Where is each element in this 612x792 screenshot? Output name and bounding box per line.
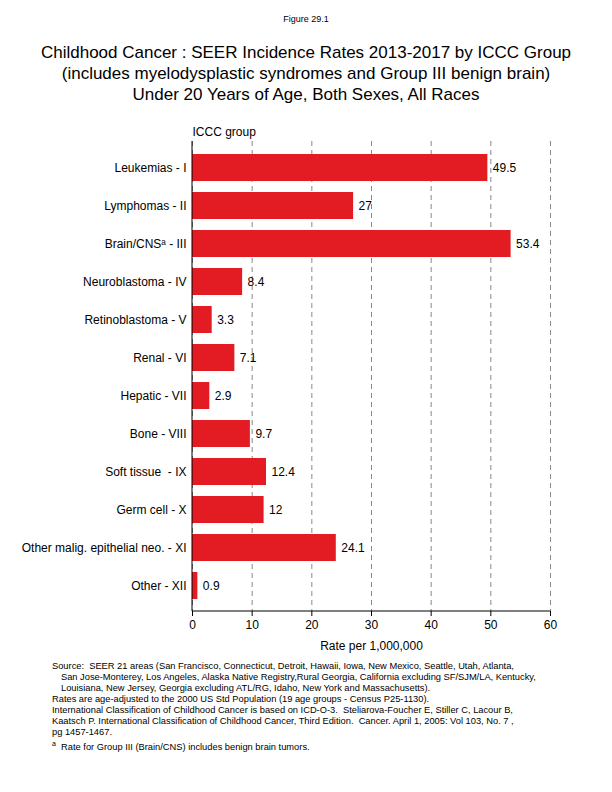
svg-text:12: 12 xyxy=(269,503,283,517)
html-text:Rates are age-adjusted to the: Rates are age-adjusted to the 2000 US St… xyxy=(52,694,430,704)
html-text:Under 20 Years of Age, Both Se: Under 20 Years of Age, Both Sexes, All R… xyxy=(132,85,480,104)
svg-text:30: 30 xyxy=(365,618,379,632)
html-text:Childhood Cancer : SEER Incide: Childhood Cancer : SEER Incidence Rates … xyxy=(40,43,572,62)
html-text:aRate for Group III (Brain/CNS: aRate for Group III (Brain/CNS) includes… xyxy=(52,740,310,753)
svg-text:40: 40 xyxy=(424,618,438,632)
html-text:Louisiana, New Jersey, Georgia: Louisiana, New Jersey, Georgia excluding… xyxy=(61,683,431,693)
svg-text:Lymphomas - II: Lymphomas - II xyxy=(104,199,186,213)
svg-text:20: 20 xyxy=(305,618,319,632)
svg-text:Retinoblastoma - V: Retinoblastoma - V xyxy=(84,313,186,327)
svg-text:24.1: 24.1 xyxy=(341,541,365,555)
svg-text:60: 60 xyxy=(544,618,558,632)
html-text:San Jose-Monterey, Los Angeles: San Jose-Monterey, Los Angeles, Alaska N… xyxy=(61,672,536,682)
svg-text:Soft tissue - IX: Soft tissue - IX xyxy=(105,465,186,479)
svg-text:Neuroblastoma - IV: Neuroblastoma - IV xyxy=(83,275,186,289)
svg-text:2.9: 2.9 xyxy=(215,389,232,403)
svg-text:Rate per 1,000,000: Rate per 1,000,000 xyxy=(320,639,423,653)
html-text:Figure 29.1: Figure 29.1 xyxy=(283,14,329,24)
svg-text:12.4: 12.4 xyxy=(271,465,295,479)
html-text:(includes myelodysplastic synd: (includes myelodysplastic syndromes and … xyxy=(61,64,551,83)
svg-text:Other malig. epithelial neo. -: Other malig. epithelial neo. - XI xyxy=(22,541,187,555)
svg-text:27: 27 xyxy=(359,199,373,213)
svg-text:Leukemias - I: Leukemias - I xyxy=(114,161,186,175)
svg-text:7.1: 7.1 xyxy=(240,351,257,365)
svg-text:Brain/CNSᵃ - III: Brain/CNSᵃ - III xyxy=(105,237,187,251)
svg-text:8.4: 8.4 xyxy=(248,275,265,289)
svg-text:ICCC group: ICCC group xyxy=(193,125,257,139)
svg-text:Renal - VI: Renal - VI xyxy=(133,351,186,365)
svg-text:Germ cell - X: Germ cell - X xyxy=(116,503,186,517)
svg-text:Bone - VIII: Bone - VIII xyxy=(130,427,187,441)
svg-text:53.4: 53.4 xyxy=(516,237,540,251)
svg-text:49.5: 49.5 xyxy=(493,161,517,175)
svg-text:Hepatic - VII: Hepatic - VII xyxy=(120,389,186,403)
svg-text:10: 10 xyxy=(245,618,259,632)
svg-text:9.7: 9.7 xyxy=(255,427,272,441)
svg-text:3.3: 3.3 xyxy=(217,313,234,327)
svg-text:0.9: 0.9 xyxy=(203,579,220,593)
html-text:International Classification o: International Classification of Childhoo… xyxy=(52,705,513,715)
html-text:pg 1457-1467.: pg 1457-1467. xyxy=(52,727,112,737)
svg-text:0: 0 xyxy=(189,618,196,632)
html-text:Source: SEER 21 areas (San Fra: Source: SEER 21 areas (San Francisco, Co… xyxy=(52,661,514,671)
svg-text:Other - XII: Other - XII xyxy=(131,579,186,593)
html-text:Kaatsch P. International Class: Kaatsch P. International Classification … xyxy=(52,716,514,726)
svg-text:50: 50 xyxy=(484,618,498,632)
